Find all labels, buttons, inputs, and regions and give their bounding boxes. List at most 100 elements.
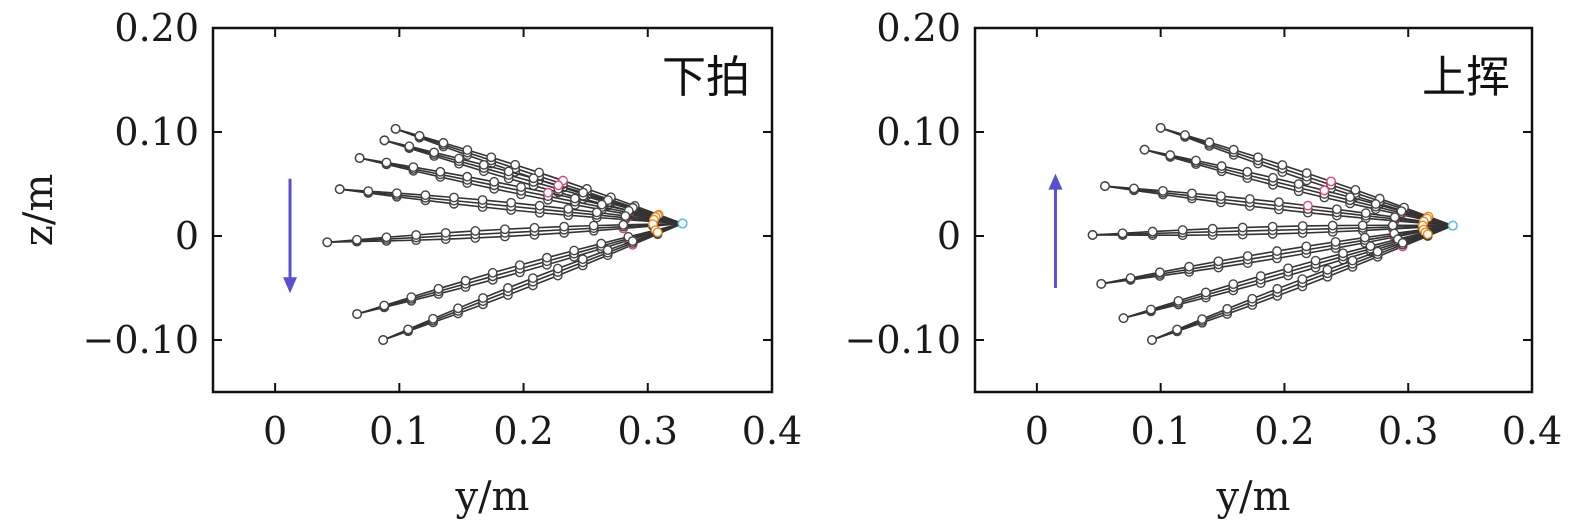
wing-node-point bbox=[1330, 236, 1341, 247]
wing-node-point bbox=[438, 137, 449, 148]
wing-node-point bbox=[1118, 313, 1129, 324]
wing-node-point bbox=[1158, 185, 1168, 196]
wing-node-point bbox=[1087, 230, 1098, 240]
wing-node-point bbox=[1273, 197, 1284, 208]
wing-node-point bbox=[1345, 192, 1355, 203]
wing-node-point bbox=[1422, 229, 1433, 240]
wing-node-point bbox=[534, 200, 545, 211]
wing-node-point bbox=[1200, 287, 1211, 298]
y-tick-label: 0.20 bbox=[876, 6, 961, 50]
wing-node-point bbox=[433, 283, 444, 294]
wing-node-point bbox=[1228, 144, 1239, 155]
wing-node-point bbox=[1117, 228, 1128, 239]
wing-node-point bbox=[596, 238, 607, 249]
wing-node-point bbox=[577, 254, 588, 265]
wing-node-point bbox=[1204, 137, 1215, 148]
wing-node-point bbox=[486, 152, 497, 163]
wing-node-point bbox=[510, 159, 521, 170]
wing-node-point bbox=[363, 186, 374, 197]
wing-node-point bbox=[1365, 241, 1376, 252]
wing-node-point bbox=[503, 166, 514, 177]
wing-node-point bbox=[378, 335, 389, 345]
wing-node-point bbox=[1370, 199, 1381, 209]
panel-label: 下拍 bbox=[662, 52, 750, 103]
y-tick-label: 0.20 bbox=[114, 6, 199, 50]
x-tick-label: 0.1 bbox=[1130, 409, 1190, 453]
wing-node-point bbox=[1447, 220, 1458, 231]
wing-node-point bbox=[354, 153, 365, 163]
wing-node-point bbox=[381, 157, 392, 168]
wing-node-point bbox=[588, 220, 599, 231]
wing-node-point bbox=[578, 187, 589, 198]
y-tick-label: 0 bbox=[175, 214, 199, 258]
y-tick-label: −0.10 bbox=[845, 318, 961, 362]
wing-node-point bbox=[677, 218, 688, 229]
x-tick-label: 0.3 bbox=[618, 409, 678, 453]
wing-node-point bbox=[1272, 246, 1282, 256]
wing-node-point bbox=[1267, 221, 1278, 232]
wing-node-point bbox=[429, 147, 440, 158]
direction-arrow-head bbox=[283, 277, 298, 294]
plot-frame bbox=[973, 26, 1534, 394]
wing-node-point bbox=[1247, 293, 1258, 304]
panel-label: 上挥 bbox=[1422, 52, 1510, 103]
wing-node-point bbox=[618, 219, 629, 230]
wing-node-point bbox=[1297, 221, 1308, 231]
wing-node-point bbox=[489, 176, 500, 187]
wing-node-point bbox=[322, 237, 333, 248]
wing-node-point bbox=[602, 245, 613, 255]
wing-node-point bbox=[462, 171, 473, 182]
wing-node-point bbox=[620, 211, 631, 221]
wing-node-point bbox=[487, 267, 498, 278]
wing-node-point bbox=[559, 221, 570, 232]
wing-node-point bbox=[1100, 181, 1110, 191]
wing-node-point bbox=[1184, 261, 1195, 272]
wing-node-point bbox=[529, 222, 540, 233]
wing-node-point bbox=[1147, 335, 1157, 345]
y-axis-label: z/m bbox=[16, 174, 62, 246]
wing-node-point bbox=[1147, 226, 1158, 237]
wing-node-point bbox=[1326, 176, 1336, 187]
x-tick-label: 0 bbox=[1025, 409, 1049, 453]
wing-node-point bbox=[1177, 225, 1188, 235]
wing-node-point bbox=[428, 313, 438, 324]
wing-node-point bbox=[516, 182, 526, 193]
wing-node-point bbox=[1357, 220, 1368, 231]
wing-node-point bbox=[1301, 168, 1312, 178]
wing-node-point bbox=[334, 184, 345, 195]
wing-node-point bbox=[1173, 296, 1184, 306]
wing-node-point bbox=[351, 234, 362, 245]
wing-node-point bbox=[420, 190, 431, 201]
wing-node-point bbox=[1222, 303, 1233, 314]
wing-node-point bbox=[534, 167, 544, 178]
wing-node-point bbox=[569, 245, 579, 256]
panel-right: 0 0.1 0.2 0.3 0.4 −0.10 0 0.10 0.20 y/m 上挥 bbox=[845, 6, 1563, 520]
wing-node-point bbox=[1272, 283, 1283, 294]
x-axis-label: y/m bbox=[1215, 474, 1290, 520]
wing-node-point bbox=[1301, 241, 1312, 252]
wing-node-point bbox=[1310, 255, 1321, 266]
wing-node-point bbox=[506, 197, 517, 208]
wing-node-point bbox=[411, 230, 422, 240]
wing-node-point bbox=[1389, 212, 1400, 223]
wing-node-point bbox=[1242, 251, 1253, 261]
wing-node-point bbox=[1397, 237, 1408, 248]
wing-node-point bbox=[1197, 314, 1208, 325]
wing-node-point bbox=[1213, 256, 1224, 267]
wing-node-point bbox=[570, 193, 580, 204]
wing-node-point bbox=[403, 324, 414, 335]
wing-node-point bbox=[1297, 274, 1308, 285]
wing-node-point bbox=[514, 260, 525, 271]
wing-node-point bbox=[478, 160, 489, 170]
wing-node-point bbox=[406, 292, 417, 302]
wing-node-point bbox=[408, 162, 419, 173]
wing-node-point bbox=[1165, 150, 1176, 160]
x-tick-label: 0.2 bbox=[493, 409, 553, 453]
wing-node-point bbox=[1283, 263, 1294, 274]
wing-node-point bbox=[627, 236, 638, 247]
y-tick-label: 0 bbox=[937, 214, 961, 258]
x-tick-label: 0.4 bbox=[1502, 409, 1562, 453]
x-tick-label: 0.4 bbox=[742, 409, 802, 453]
wing-node-point bbox=[1180, 130, 1190, 140]
wing-node-point bbox=[1360, 208, 1371, 219]
